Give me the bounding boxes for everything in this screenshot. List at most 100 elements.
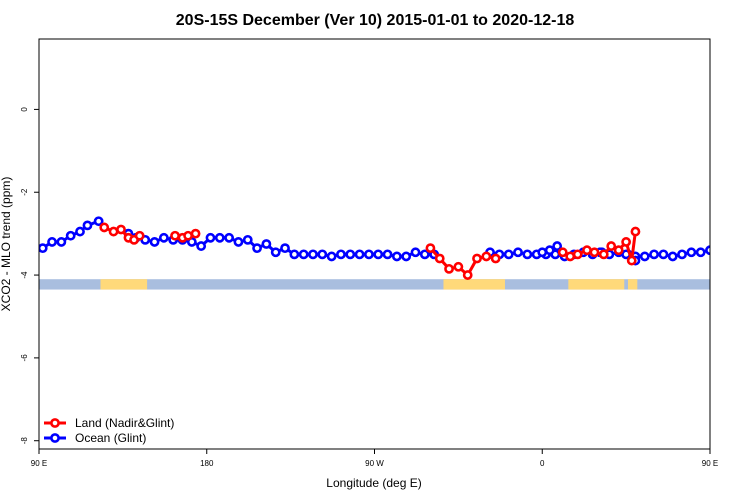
surface-band-land (443, 279, 505, 290)
data-point (481, 251, 492, 262)
x-tick-label: 90 E (702, 459, 718, 468)
x-axis-label: Longitude (deg E) (326, 476, 421, 490)
data-point (82, 220, 93, 231)
data-point (639, 251, 650, 262)
series-land (99, 222, 641, 280)
data-point (705, 245, 710, 256)
data-point (75, 226, 85, 237)
data-point (513, 247, 523, 258)
series-ocean (39, 216, 750, 266)
data-point (565, 251, 576, 262)
data-point (677, 249, 687, 260)
data-point (626, 255, 637, 266)
plot-area (39, 216, 750, 290)
data-point (434, 253, 445, 264)
data-point (630, 226, 641, 237)
data-point (425, 243, 436, 254)
data-point (453, 261, 464, 272)
data-point (317, 249, 328, 260)
y-axis: 0 -2 -4 -6 -8 (20, 107, 39, 445)
data-point (382, 249, 393, 260)
y-tick-label: -6 (20, 354, 29, 362)
data-point (552, 241, 563, 251)
y-tick-label: 0 (20, 107, 29, 112)
data-point (537, 247, 548, 258)
data-point (214, 232, 225, 243)
data-point (589, 247, 600, 258)
legend: Land (Nadir&Glint)Ocean (Glint) (44, 416, 174, 445)
x-axis: 90 E 180 90 W 0 90 E (31, 449, 718, 468)
data-point (205, 232, 216, 243)
data-point (354, 249, 365, 260)
surface-band-land (627, 279, 638, 290)
data-point (695, 247, 706, 258)
data-point (734, 232, 741, 239)
data-point (667, 251, 678, 262)
data-point (190, 228, 201, 239)
data-point (196, 241, 207, 251)
data-point (522, 249, 533, 260)
data-point (544, 245, 555, 256)
data-point (658, 249, 669, 260)
data-point (326, 251, 337, 262)
data-point (270, 247, 281, 258)
data-point (108, 226, 119, 237)
data-point (252, 243, 262, 254)
data-point (649, 249, 659, 260)
data-point (582, 245, 592, 256)
legend-item: Ocean (Glint) (44, 431, 146, 445)
data-point (242, 234, 253, 245)
legend-swatch-marker (50, 418, 60, 428)
data-point (39, 243, 48, 254)
y-tick-label: -8 (20, 437, 29, 445)
data-point (744, 228, 750, 235)
data-point (47, 237, 57, 247)
legend-label: Ocean (Glint) (75, 431, 146, 445)
data-point (472, 253, 482, 264)
data-point (233, 237, 244, 247)
data-point (613, 245, 624, 256)
legend-label: Land (Nadir&Glint) (75, 416, 174, 430)
plot-clip-group (39, 216, 750, 290)
data-point (298, 249, 309, 260)
data-point (410, 247, 421, 258)
data-point (444, 263, 454, 274)
data-point (116, 224, 126, 235)
data-point (158, 232, 169, 243)
data-point (280, 243, 290, 254)
data-point (65, 230, 76, 241)
data-point (419, 249, 430, 260)
data-point (289, 249, 300, 260)
data-point (373, 249, 384, 260)
chart-title: 20S-15S December (Ver 10) 2015-01-01 to … (176, 12, 575, 29)
data-point (725, 238, 732, 245)
data-point (621, 237, 632, 247)
data-point (308, 249, 318, 260)
data-point (93, 216, 104, 227)
surface-band-ocean (39, 279, 710, 290)
data-point (686, 247, 697, 258)
data-point (170, 230, 180, 241)
data-point (462, 270, 473, 280)
data-point (490, 253, 501, 264)
x-tick-label: 0 (540, 459, 545, 468)
data-point (224, 232, 235, 243)
x-tick-label: 180 (200, 459, 214, 468)
surface-band-land (568, 279, 625, 290)
data-point (183, 230, 194, 241)
legend-item: Land (Nadir&Glint) (44, 416, 174, 430)
data-point (99, 222, 110, 233)
y-axis-label: XCO2 - MLO trend (ppm) (0, 177, 13, 312)
data-point (716, 238, 723, 245)
x-tick-label: 90 W (365, 459, 384, 468)
data-point (364, 249, 374, 260)
data-point (572, 249, 583, 260)
data-point (149, 237, 160, 247)
y-tick-label: -4 (20, 271, 29, 279)
data-point (606, 241, 617, 251)
data-point (557, 247, 568, 258)
legend-swatch-marker (50, 433, 60, 443)
data-point (261, 239, 272, 249)
data-point (134, 230, 145, 241)
